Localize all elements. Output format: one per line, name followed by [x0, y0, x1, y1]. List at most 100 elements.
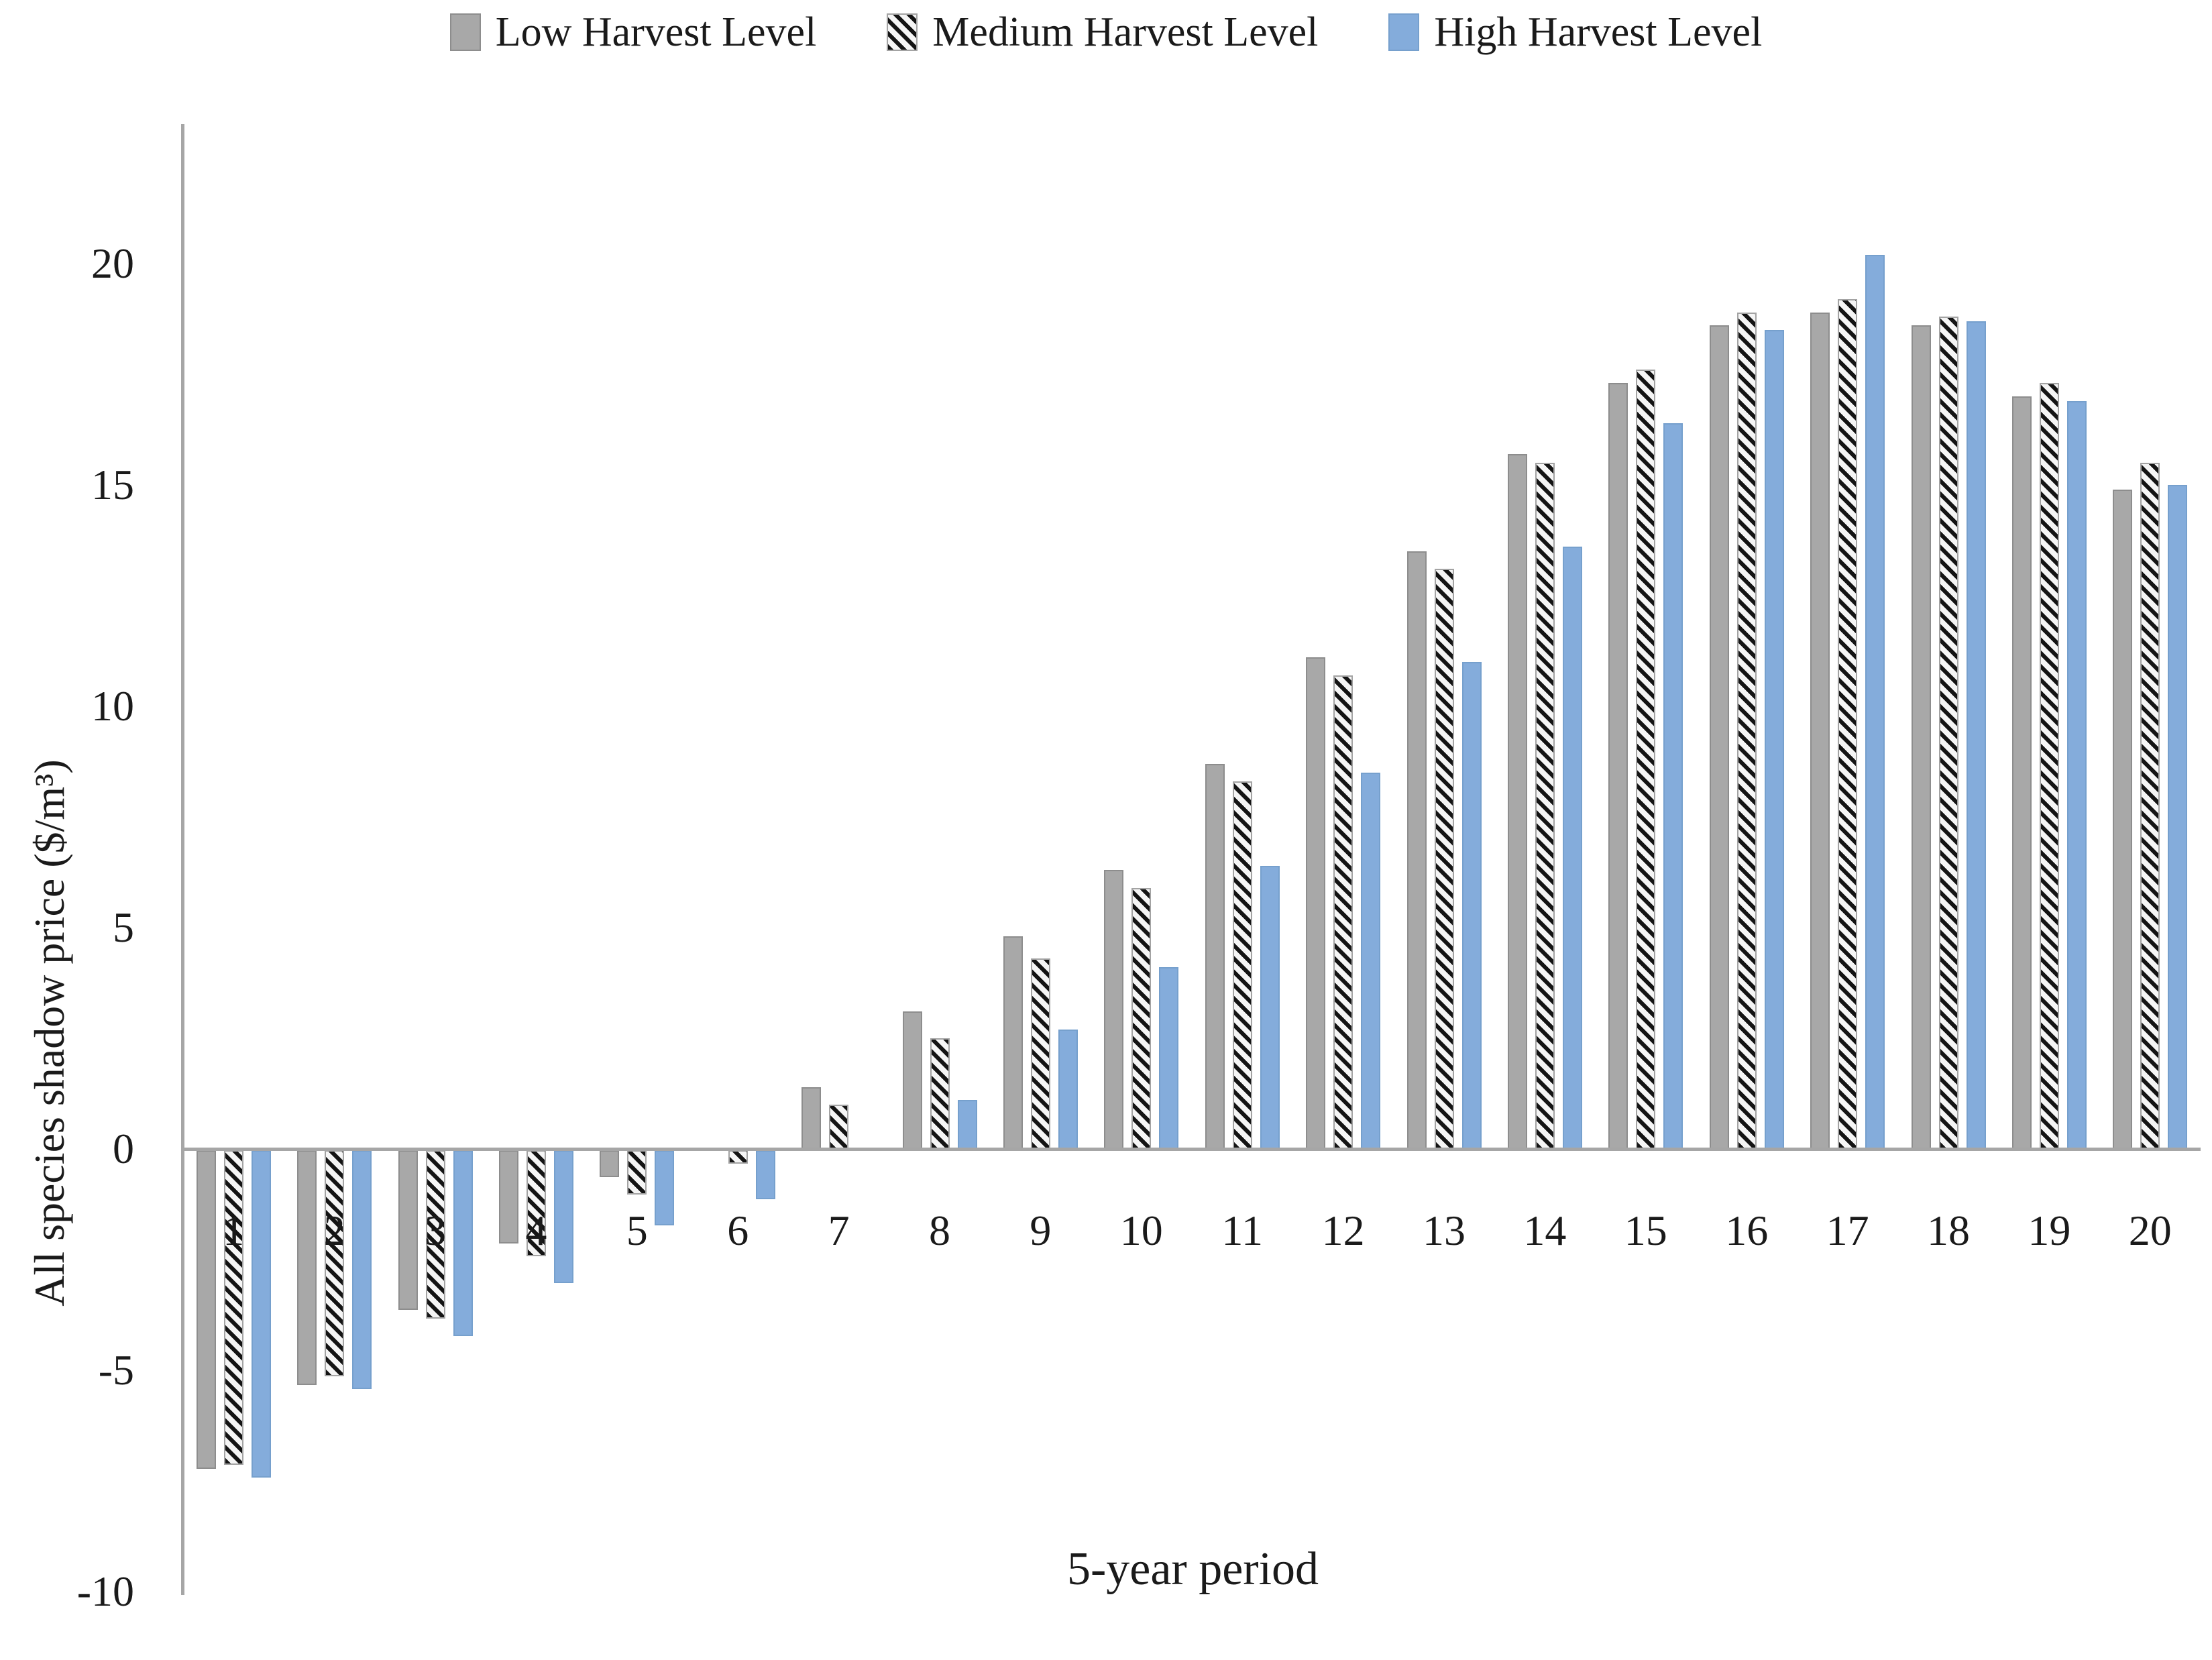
bar-low-period-14: [1507, 453, 1527, 1149]
bar-high-period-17: [1865, 254, 1885, 1149]
x-axis-category-label: 9: [1030, 1207, 1052, 1254]
bar-low-period-2: [297, 1150, 317, 1385]
x-axis-category-label: 20: [2128, 1207, 2172, 1254]
bar-high-period-18: [1966, 321, 1986, 1149]
bar-high-period-4: [553, 1150, 573, 1283]
x-axis-category-label: 11: [1221, 1207, 1263, 1254]
bar-medium-period-5: [627, 1150, 647, 1195]
legend-swatch-low-icon: [449, 13, 481, 51]
bar-medium-period-7: [829, 1105, 849, 1149]
legend-item-high: High Harvest Level: [1388, 9, 1762, 56]
bar-low-period-9: [1003, 936, 1023, 1149]
bar-medium-period-19: [2039, 383, 2059, 1149]
legend-item-low: Low Harvest Level: [449, 9, 817, 56]
bar-medium-period-17: [1838, 298, 1858, 1149]
bar-medium-period-4: [526, 1150, 546, 1257]
bar-low-period-5: [600, 1150, 620, 1177]
y-axis-tick-label: 0: [113, 1125, 134, 1172]
legend-label-high: High Harvest Level: [1434, 9, 1763, 55]
bar-medium-period-12: [1333, 675, 1353, 1149]
bar-medium-period-9: [1030, 958, 1050, 1149]
bar-low-period-4: [498, 1150, 518, 1243]
bar-medium-period-1: [223, 1150, 243, 1465]
bar-high-period-6: [755, 1150, 775, 1199]
bar-low-period-7: [801, 1087, 822, 1149]
x-axis-category-label: 3: [425, 1207, 446, 1254]
bar-low-period-19: [2011, 396, 2032, 1149]
x-axis-category-label: 6: [727, 1207, 749, 1254]
bar-medium-period-11: [1232, 781, 1252, 1149]
y-axis-title: All species shadow price ($/m³): [25, 759, 73, 1307]
bar-low-period-16: [1709, 325, 1729, 1149]
x-axis-category-label: 10: [1119, 1207, 1163, 1254]
x-axis-category-label: 16: [1725, 1207, 1769, 1254]
legend-swatch-medium-icon: [887, 13, 918, 51]
x-axis-category-label: 17: [1826, 1207, 1869, 1254]
legend-label-low: Low Harvest Level: [495, 9, 817, 55]
bar-low-period-1: [196, 1150, 216, 1470]
bar-high-period-19: [2066, 400, 2087, 1149]
x-axis-category-label: 12: [1321, 1207, 1365, 1254]
bar-low-period-13: [1406, 551, 1427, 1149]
bar-medium-period-6: [728, 1150, 748, 1164]
x-axis-category-label: 19: [2028, 1207, 2071, 1254]
x-axis-category-label: 13: [1423, 1207, 1466, 1254]
bar-medium-period-10: [1131, 887, 1152, 1149]
bar-low-period-8: [902, 1011, 922, 1149]
x-axis-category-label: 14: [1523, 1207, 1567, 1254]
bar-medium-period-18: [1938, 317, 1958, 1149]
bar-high-period-15: [1663, 423, 1683, 1149]
bar-low-period-18: [1911, 325, 1931, 1149]
bar-medium-period-15: [1636, 370, 1656, 1149]
bar-high-period-1: [251, 1150, 271, 1478]
y-axis-tick-label: 10: [91, 682, 134, 730]
bar-low-period-17: [1810, 312, 1830, 1149]
bar-medium-period-3: [425, 1150, 445, 1319]
x-axis-category-label: 2: [323, 1207, 345, 1254]
x-axis-category-label: 4: [525, 1207, 547, 1254]
x-axis-category-label: 8: [929, 1207, 950, 1254]
bar-high-period-12: [1361, 773, 1381, 1149]
y-axis-tick-label: -5: [98, 1346, 134, 1394]
bar-high-period-20: [2168, 485, 2188, 1149]
bar-low-period-15: [1608, 383, 1628, 1149]
x-axis-title: 5-year period: [1066, 1543, 1319, 1595]
bar-high-period-11: [1260, 865, 1280, 1149]
bar-high-period-5: [655, 1150, 675, 1226]
bar-low-period-10: [1104, 870, 1124, 1149]
x-axis-category-label: 15: [1624, 1207, 1667, 1254]
x-axis-category-label: 7: [828, 1207, 850, 1254]
bar-low-period-11: [1205, 763, 1225, 1149]
x-axis-category-label: 1: [223, 1207, 245, 1254]
legend-label-medium: Medium Harvest Level: [932, 9, 1319, 55]
y-axis-line: [181, 124, 184, 1595]
bar-medium-period-2: [325, 1150, 345, 1376]
y-axis-tick-label: 20: [91, 239, 134, 287]
bar-medium-period-16: [1736, 312, 1757, 1149]
bar-high-period-9: [1058, 1029, 1078, 1149]
bar-low-period-20: [2113, 489, 2133, 1149]
bar-medium-period-13: [1434, 569, 1454, 1149]
y-axis-tick-label: -10: [76, 1567, 134, 1615]
x-axis-zero-line: [181, 1148, 2201, 1151]
bar-high-period-10: [1159, 967, 1179, 1149]
bar-high-period-2: [352, 1150, 372, 1390]
chart-legend: Low Harvest Level Medium Harvest Level H…: [0, 4, 2212, 60]
x-axis-category-label: 5: [626, 1207, 648, 1254]
bar-low-period-12: [1306, 657, 1326, 1149]
x-axis-category-label: 18: [1927, 1207, 1970, 1254]
legend-item-medium: Medium Harvest Level: [887, 9, 1318, 56]
bar-high-period-13: [1461, 662, 1482, 1149]
bar-medium-period-8: [930, 1038, 950, 1149]
bar-low-period-3: [398, 1150, 418, 1310]
y-axis-tick-label: 5: [113, 903, 134, 951]
bar-high-period-8: [957, 1100, 977, 1149]
bar-medium-period-20: [2140, 463, 2160, 1149]
legend-swatch-high-icon: [1388, 13, 1420, 51]
bar-high-period-3: [453, 1150, 473, 1337]
bar-high-period-14: [1562, 547, 1582, 1149]
bar-high-period-16: [1764, 330, 1784, 1149]
bar-medium-period-14: [1535, 463, 1555, 1149]
